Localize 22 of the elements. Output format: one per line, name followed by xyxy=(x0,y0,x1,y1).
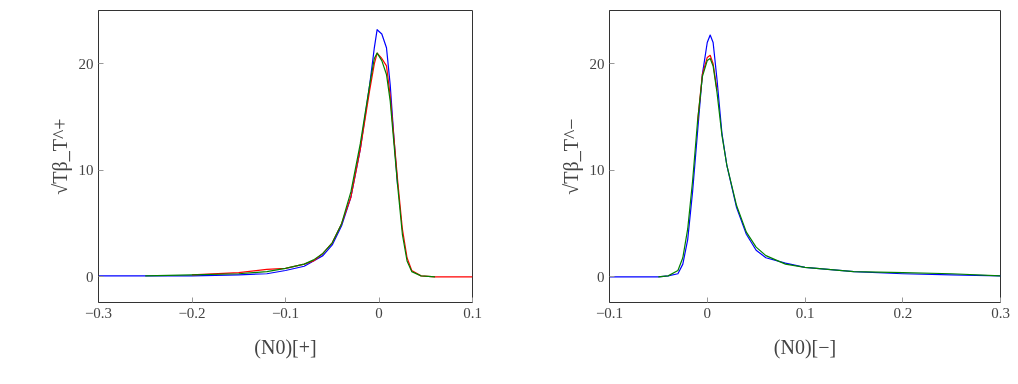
line-series xyxy=(144,52,436,278)
x-tick-label: −0.1 xyxy=(595,304,624,321)
y-tick-label: 10 xyxy=(589,162,605,179)
y-tick-label: 0 xyxy=(597,268,605,285)
x-tick-label: 0.1 xyxy=(463,304,482,321)
x-tick-label: 0 xyxy=(703,304,711,321)
x-tick-label: −0.2 xyxy=(178,304,206,321)
x-tick-label: −0.3 xyxy=(84,304,113,321)
x-axis-title: (N0)[−] xyxy=(773,335,837,359)
y-tick-label: 20 xyxy=(78,55,94,72)
x-tick-label: −0.1 xyxy=(271,304,300,321)
x-tick-label: 0 xyxy=(375,304,383,321)
y-axis-title: √Tβ_T^+ xyxy=(48,118,72,195)
y-axis-title: √Tβ_T^− xyxy=(559,118,583,195)
x-tick-label: 0.2 xyxy=(893,304,913,321)
x-tick-label: 0.3 xyxy=(991,304,1010,321)
y-tick-label: 20 xyxy=(589,55,605,72)
y-tick-label: 10 xyxy=(78,162,94,179)
line-series xyxy=(657,57,1001,278)
x-axis-title: (N0)[+] xyxy=(254,335,317,359)
x-tick-label: 0.1 xyxy=(795,304,815,321)
y-tick-label: 0 xyxy=(86,268,94,285)
